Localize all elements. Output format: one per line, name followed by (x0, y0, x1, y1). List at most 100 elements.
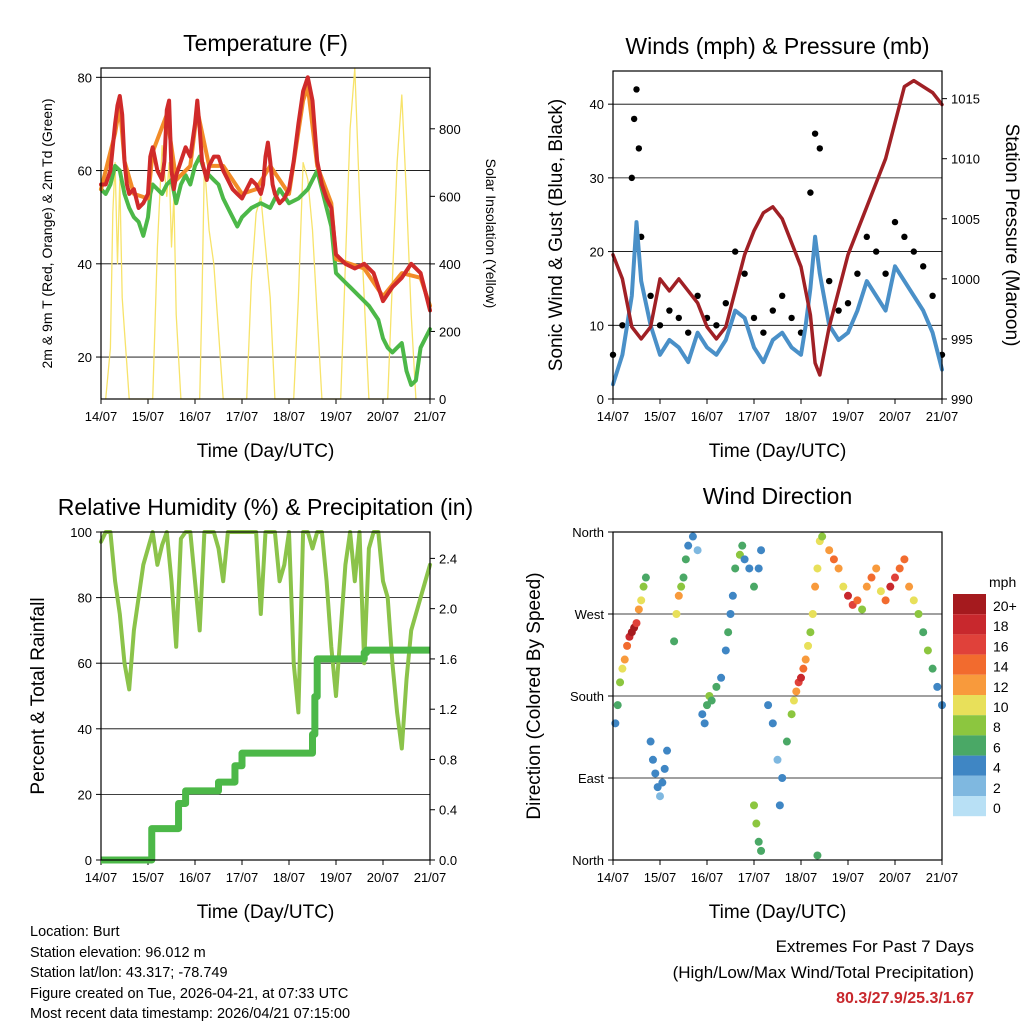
gust-point (760, 329, 767, 336)
direction-point (707, 696, 716, 705)
station-latlon: Station lat/lon: 43.317; -78.749 (30, 965, 228, 981)
direction-point (698, 710, 707, 719)
y-right-tick-label: 0 (439, 392, 446, 407)
y-tick-label: North (572, 853, 604, 868)
direction-point (726, 610, 735, 618)
y-right-tick-label: 1.6 (439, 652, 457, 667)
y-tick-label: 20 (78, 787, 92, 802)
direction-point (648, 755, 657, 764)
direction-point (923, 646, 932, 655)
x-axis-label: Time (Day/UTC) (197, 441, 335, 462)
wind-line (611, 220, 944, 387)
wind-direction-panel: Wind Direction North East South West North 14/… (524, 483, 958, 923)
gust-point (741, 270, 748, 277)
station-elevation: Station elevation: 96.012 m (30, 944, 206, 961)
direction-point (919, 628, 928, 637)
x-tick-label: 14/07 (597, 870, 630, 885)
direction-point (797, 673, 805, 682)
x-tick-label: 19/07 (320, 870, 353, 885)
y-tick-label: West (575, 607, 605, 622)
gust-point (891, 218, 899, 226)
colorbar-label: 0 (993, 800, 1001, 816)
colorbar-label: 10 (993, 699, 1009, 715)
colorbar-label: 4 (993, 760, 1001, 776)
y-tick-label: 20 (590, 245, 604, 260)
x-tick-label: 14/07 (597, 409, 630, 424)
colorbar-swatch (953, 614, 986, 635)
direction-point (811, 582, 820, 591)
gust-point (628, 174, 635, 182)
y-right-tick-label: 1005 (951, 212, 980, 227)
direction-point (712, 682, 721, 691)
direction-point (806, 628, 815, 637)
direction-point (867, 573, 876, 582)
gust-point (635, 145, 643, 152)
gust-point (826, 277, 833, 285)
y-right-tick-label: 2.0 (439, 602, 457, 617)
plot-frame (612, 531, 943, 861)
direction-point (684, 541, 693, 550)
x-tick-label: 16/07 (691, 409, 724, 424)
x-tick-label: 17/07 (738, 409, 771, 424)
direction-point (773, 755, 782, 764)
x-tick-label: 18/07 (785, 870, 818, 885)
x-tick-label: 15/07 (644, 409, 677, 424)
colorbar-swatch (953, 775, 986, 796)
direction-point (620, 655, 629, 664)
direction-point (829, 555, 838, 564)
direction-point (757, 846, 766, 855)
y-right-axis-label: Station Pressure (Maroon) (1001, 124, 1022, 347)
y-tick-label: 60 (78, 164, 92, 179)
direction-point (663, 746, 672, 755)
direction-point (834, 564, 843, 573)
direction-point (651, 769, 660, 778)
gust-point (920, 263, 927, 270)
chart-title: Temperature (F) (183, 30, 348, 56)
direction-point (862, 582, 871, 591)
t9m-line (99, 84, 432, 308)
station-location: Location: Burt (30, 924, 120, 940)
direction-point (799, 664, 808, 673)
x-tick-label: 18/07 (273, 870, 306, 885)
direction-point (881, 596, 890, 605)
gust-point (694, 292, 701, 300)
x-tick-label: 15/07 (132, 870, 165, 885)
direction-point (886, 582, 895, 591)
chart-title: Wind Direction (703, 483, 853, 509)
direction-point (754, 837, 763, 846)
y-right-tick-label: 1.2 (439, 702, 457, 717)
direction-point (656, 792, 664, 801)
gust-point (854, 270, 861, 277)
colorbar-label: 6 (993, 739, 1001, 755)
gust-point (779, 292, 786, 300)
x-axis-label: Time (Day/UTC) (197, 902, 335, 923)
colorbar-swatch (953, 634, 986, 655)
y-tick-label: 40 (590, 97, 604, 112)
direction-point (768, 719, 777, 728)
y-tick-label: 60 (78, 656, 92, 671)
direction-point (632, 619, 641, 628)
y-right-tick-label: 1010 (951, 152, 980, 167)
colorbar-swatch (953, 755, 986, 776)
direction-point (700, 719, 709, 728)
y-tick-label: 100 (70, 525, 92, 540)
y-right-tick-label: 200 (439, 324, 461, 339)
y-tick-label: 40 (78, 722, 92, 737)
direction-point (891, 573, 899, 582)
y-right-tick-label: 0.0 (439, 853, 457, 868)
gust-point (873, 248, 880, 255)
direction-point (670, 637, 679, 646)
direction-point (928, 664, 937, 673)
direction-point (813, 851, 822, 860)
direction-point (677, 582, 686, 591)
x-tick-label: 18/07 (785, 409, 818, 424)
gust-point (863, 233, 870, 241)
solar-insolation-line (105, 67, 417, 400)
x-tick-label: 20/07 (879, 870, 912, 885)
dewpoint-line (99, 154, 432, 387)
gust-point (713, 322, 720, 329)
direction-point (623, 641, 632, 650)
gust-point (633, 86, 640, 93)
y-right-tick-label: 990 (951, 392, 973, 407)
y-right-tick-label: 600 (439, 189, 461, 204)
